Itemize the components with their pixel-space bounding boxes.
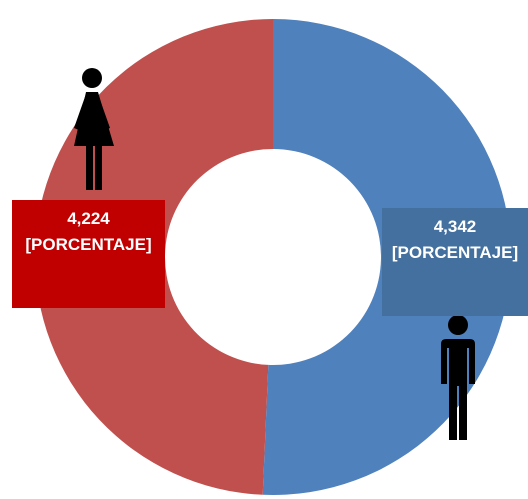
female-icon bbox=[74, 68, 114, 190]
percent-label: [PORCENTAJE] bbox=[391, 243, 519, 262]
data-label: 4,342 [PORCENTAJE] bbox=[382, 208, 528, 316]
value-label: 4,224 bbox=[67, 209, 110, 228]
data-label: 4,224 [PORCENTAJE] bbox=[12, 200, 165, 308]
value-label: 4,342 bbox=[433, 217, 477, 236]
percent-label: [PORCENTAJE] bbox=[25, 235, 152, 254]
male-icon bbox=[441, 315, 475, 440]
